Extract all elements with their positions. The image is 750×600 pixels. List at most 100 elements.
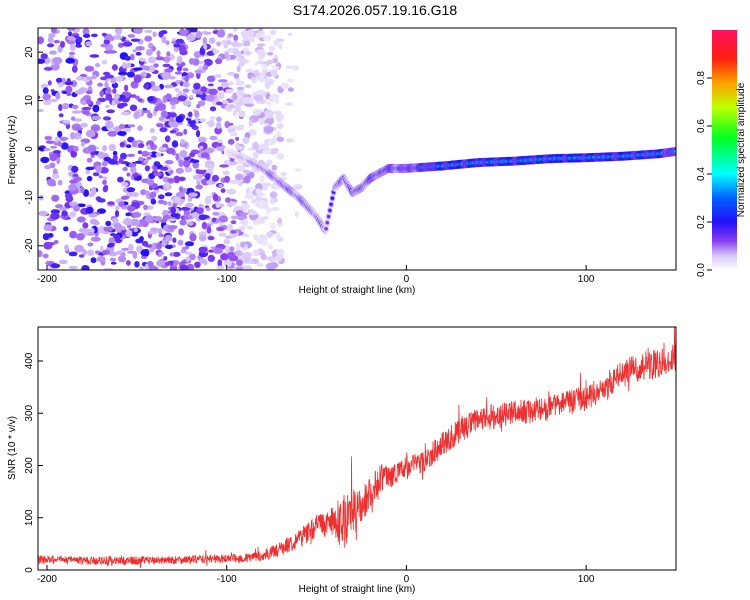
spectrogram-noise-blob [66, 78, 71, 84]
spectrogram-noise-blob [57, 82, 64, 88]
spectrogram-noise-blob [180, 248, 187, 254]
spectrogram-noise-blob [83, 189, 89, 197]
spectrogram-noise-blob [273, 39, 280, 46]
spectrogram-noise-blob [50, 99, 58, 102]
spectrogram-noise-blob [233, 206, 244, 212]
spectrogram-noise-blob [270, 69, 278, 78]
spectrogram-noise-blob [185, 251, 193, 255]
spectrogram-noise-blob [127, 243, 134, 251]
spectrogram-noise-blob [87, 144, 97, 152]
spectrogram-noise-blob [252, 151, 259, 160]
spectrogram-noise-blob [94, 62, 101, 68]
spectrogram-noise-blob [226, 188, 236, 195]
spectrogram-noise-blob [161, 240, 168, 248]
spectrogram-noise-blob [241, 96, 251, 104]
spectrogram-noise-blob [121, 247, 130, 251]
spectrogram-noise-blob [103, 38, 111, 45]
spectrogram-noise-blob [53, 239, 59, 244]
spectrogram-noise-blob [61, 90, 68, 94]
spectrogram-noise-blob [196, 94, 201, 98]
spectrogram-noise-blob [43, 224, 53, 232]
spectrogram-noise-blob [218, 215, 229, 223]
spectrogram-noise-blob [273, 110, 282, 115]
spectrogram-noise-blob [240, 30, 250, 37]
spectrogram-noise-blob [244, 103, 254, 107]
spectrogram-noise-blob [242, 169, 251, 174]
spectrogram-noise-blob [135, 46, 145, 51]
spectrogram-noise-blob [156, 50, 161, 57]
spectrogram-noise-blob [205, 173, 211, 181]
spectrogram-noise-blob [101, 160, 108, 167]
spectrogram-noise-blob [87, 231, 95, 236]
spectrogram-noise-blob [258, 74, 265, 79]
spectrogram-noise-blob [101, 60, 108, 65]
spectrogram-noise-blob [95, 165, 102, 173]
y-tick-label: 100 [24, 509, 35, 526]
spectrogram-noise-blob [78, 254, 85, 258]
spectrogram-noise-blob [161, 72, 172, 80]
spectrogram-noise-blob [75, 44, 83, 48]
spectrogram-noise-blob [262, 184, 268, 191]
spectrogram-noise-blob [99, 245, 104, 253]
spectrogram-noise-blob [71, 65, 78, 73]
spectrogram-noise-blob [178, 228, 185, 236]
spectrogram-noise-blob [265, 78, 275, 86]
spectrogram-noise-blob [241, 200, 248, 204]
spectrogram-noise-blob [91, 115, 101, 121]
spectrogram-noise-blob [149, 266, 159, 270]
spectrogram-noise-blob [194, 261, 201, 268]
spectrogram-noise-blob [180, 139, 186, 145]
spectrogram-noise-blob [124, 55, 131, 61]
spectrogram-noise-blob [100, 43, 108, 48]
spectrogram-noise-field [38, 28, 303, 270]
spectrogram-noise-blob [198, 214, 207, 221]
spectrogram-noise-blob [267, 138, 277, 146]
spectrogram-noise-blob [149, 151, 159, 158]
spectrogram-noise-blob [255, 183, 264, 191]
spectrogram-noise-blob [135, 51, 142, 56]
spectrogram-noise-blob [227, 71, 236, 76]
spectrogram-noise-blob [256, 192, 266, 197]
y-tick-label: -10 [24, 190, 35, 205]
spectrogram-noise-blob [47, 36, 54, 43]
spectrogram-noise-blob [86, 98, 92, 105]
y-tick-label: 0 [24, 567, 35, 573]
spectrogram-noise-blob [172, 237, 177, 243]
spectrogram-noise-blob [242, 137, 250, 145]
spectrogram-noise-blob [131, 94, 137, 98]
spectrogram-noise-blob [56, 157, 61, 165]
spectrogram-noise-blob [271, 164, 278, 171]
spectrogram-noise-blob [259, 175, 266, 183]
spectrogram-noise-blob [80, 186, 85, 194]
spectrogram-noise-blob [223, 238, 231, 245]
spectrogram-noise-blob [257, 200, 267, 208]
spectrogram-noise-blob [171, 196, 182, 204]
spectrogram-noise-blob [167, 201, 172, 206]
spectrogram-noise-blob [50, 145, 58, 149]
spectrogram-noise-blob [182, 246, 187, 250]
spectrogram-noise-blob [164, 135, 171, 143]
spectrogram-noise-blob [92, 104, 100, 113]
spectrogram-noise-blob [38, 108, 45, 113]
spectrogram-noise-blob [175, 115, 184, 123]
spectrogram-noise-blob [85, 206, 94, 214]
spectrogram-noise-blob [207, 254, 215, 262]
spectrogram-noise-blob [176, 55, 183, 64]
spectrogram-noise-blob [229, 131, 238, 137]
spectrogram-noise-blob [182, 88, 190, 93]
spectrogram-trace [223, 146, 676, 235]
spectrogram-noise-blob [216, 30, 226, 38]
spectrogram-noise-blob [90, 124, 101, 132]
spectrogram-noise-blob [266, 207, 272, 214]
spectrogram-noise-blob [236, 86, 245, 91]
spectrogram-noise-blob [151, 85, 161, 92]
spectrogram-noise-blob [151, 45, 157, 52]
spectrogram-noise-blob [195, 169, 205, 175]
spectrogram-noise-blob [127, 250, 136, 254]
spectrogram-noise-blob [175, 153, 180, 161]
y-tick-label: 400 [24, 352, 35, 369]
spectrogram-noise-blob [173, 175, 181, 184]
spectrogram-noise-blob [237, 182, 243, 187]
spectrogram-noise-blob [233, 34, 239, 41]
spectrogram-noise-blob [82, 28, 90, 35]
